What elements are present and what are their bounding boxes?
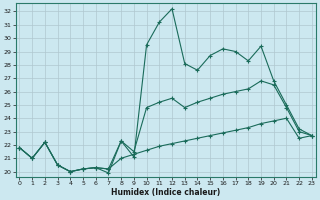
X-axis label: Humidex (Indice chaleur): Humidex (Indice chaleur)	[111, 188, 220, 197]
